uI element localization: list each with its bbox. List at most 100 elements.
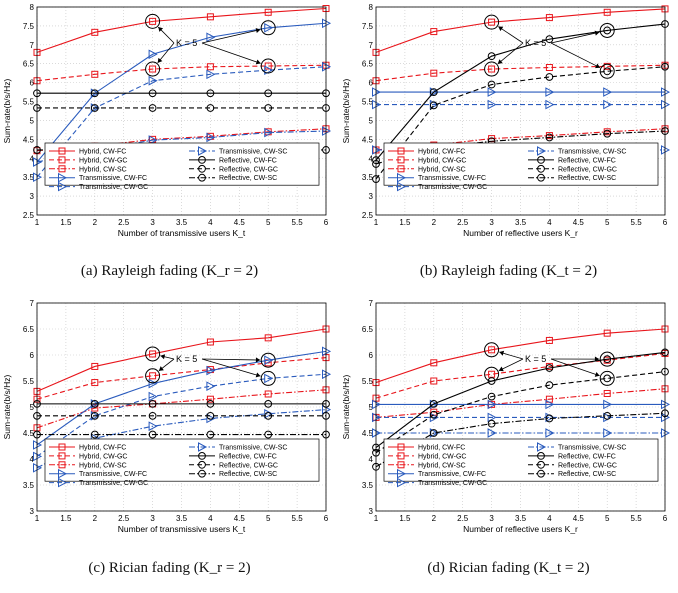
- x-tick-label: 3: [489, 514, 494, 523]
- data-point: [206, 13, 214, 21]
- y-tick-label: 5: [369, 116, 374, 125]
- y-tick-label: 3.5: [362, 481, 374, 490]
- legend-label: Transmissive, CW-GC: [418, 480, 487, 487]
- data-point: [603, 428, 613, 438]
- data-point: [487, 412, 497, 423]
- annotation-circle: [145, 61, 161, 77]
- chart-panel-b: 2.5 3 3.5 4 4.5 5 5.5 6 6.5 7 7.5 8 1 1.5 2 2.5 3 3.5 4 4.5…: [341, 3, 671, 238]
- legend-marker: [537, 452, 545, 460]
- y-tick-label: 4.5: [362, 429, 374, 438]
- legend-marker: [58, 165, 66, 173]
- x-tick-label: 6: [663, 218, 668, 227]
- annotation-arrow: [201, 42, 261, 64]
- data-point: [90, 430, 99, 439]
- legend-label: Hybrid, CW-FC: [79, 149, 126, 156]
- x-tick-label: 3: [150, 218, 155, 227]
- x-tick-label: 3.5: [176, 218, 188, 227]
- legend-marker: [397, 452, 405, 460]
- data-point: [603, 62, 611, 70]
- data-point: [545, 414, 554, 423]
- data-point: [148, 421, 158, 432]
- data-point: [91, 379, 99, 387]
- data-point: [488, 346, 496, 354]
- annotation-arrowhead: [497, 59, 503, 64]
- data-point: [264, 408, 274, 419]
- data-point: [545, 73, 554, 81]
- data-point: [148, 49, 158, 60]
- y-tick-label: 4: [30, 455, 35, 464]
- data-point: [545, 364, 554, 372]
- annotation-circle: [260, 370, 276, 386]
- data-point: [603, 374, 612, 383]
- y-tick-label: 6.5: [362, 325, 374, 334]
- legend-label: Hybrid, CW-GC: [418, 453, 466, 460]
- legend-label: Transmissive, CW-GC: [79, 184, 148, 191]
- x-tick-label: 5.5: [631, 218, 643, 227]
- series-line: [36, 357, 327, 400]
- annotation-circle: [145, 368, 161, 384]
- data-point: [430, 28, 438, 36]
- data-point: [429, 88, 438, 96]
- legend-marker: [397, 181, 407, 192]
- data-point: [603, 329, 611, 337]
- data-point: [545, 336, 553, 344]
- chart-panel-c: 3 3.5 4 4.5 5 5.5 6 6.5 7 1 1.5 2 2.5 3 3.5 4 4.5 5 5.5 6 Nu…: [2, 299, 332, 534]
- x-tick-label: 2.5: [457, 218, 469, 227]
- legend-marker: [198, 469, 206, 478]
- legend-label: Hybrid, CW-FC: [418, 445, 465, 452]
- x-tick-label: 4.5: [234, 218, 246, 227]
- legend-marker: [397, 156, 405, 164]
- plot-frame: [375, 302, 666, 512]
- y-tick-label: 4.5: [362, 135, 374, 144]
- series-line: [375, 351, 666, 448]
- x-tick-label: 3.5: [176, 514, 188, 523]
- annotation-arrowhead: [158, 27, 164, 32]
- annotation-circle: [484, 366, 500, 382]
- y-tick-label: 4.5: [23, 429, 35, 438]
- legend-label: Transmissive, CW-FC: [79, 471, 147, 478]
- legend-marker: [397, 165, 405, 173]
- legend-marker: [58, 461, 66, 469]
- data-point: [264, 89, 273, 98]
- data-point: [487, 99, 497, 110]
- data-point: [487, 377, 496, 385]
- y-tick-label: 3.5: [23, 481, 35, 490]
- x-tick-label: 5: [605, 514, 610, 523]
- legend-label: Reflective, CW-FC: [558, 157, 616, 164]
- caption-d: (d) Rician fading (K_t = 2): [427, 560, 590, 576]
- data-point: [206, 411, 215, 420]
- data-point: [545, 428, 555, 438]
- legend-label: Reflective, CW-GC: [558, 166, 617, 173]
- legend-marker: [537, 164, 545, 173]
- chart-panel-d: 3 3.5 4 4.5 5 5.5 6 6.5 7 1 1.5 2 2.5 3 3.5 4 4.5 5 5.5 6 Nu…: [341, 299, 671, 534]
- x-tick-label: 2: [93, 514, 98, 523]
- data-point: [264, 390, 272, 398]
- annotation-arrow: [201, 29, 261, 44]
- series-line: [375, 8, 666, 53]
- y-tick-label: 8: [30, 3, 35, 12]
- data-point: [603, 129, 612, 138]
- data-point: [206, 399, 215, 408]
- data-point: [264, 399, 273, 408]
- data-point: [264, 104, 273, 112]
- data-point: [487, 87, 497, 97]
- data-point: [206, 89, 215, 98]
- series-line: [375, 328, 666, 384]
- data-point: [545, 87, 555, 97]
- y-tick-label: 7: [30, 41, 35, 50]
- annotation-arrowhead: [499, 350, 505, 356]
- data-point: [429, 399, 438, 408]
- y-tick-label: 5.5: [23, 377, 35, 386]
- data-point: [545, 14, 553, 22]
- x-tick-label: 3: [489, 218, 494, 227]
- annotation-circle: [260, 20, 276, 36]
- data-point: [206, 32, 216, 43]
- series-line: [375, 412, 666, 468]
- x-tick-label: 1: [35, 514, 40, 523]
- legend-box: [383, 142, 659, 186]
- y-tick-label: 6: [30, 79, 35, 88]
- data-point: [545, 381, 554, 390]
- y-tick-label: 5.5: [362, 98, 374, 107]
- legend-marker: [58, 452, 66, 460]
- legend-marker: [198, 156, 206, 164]
